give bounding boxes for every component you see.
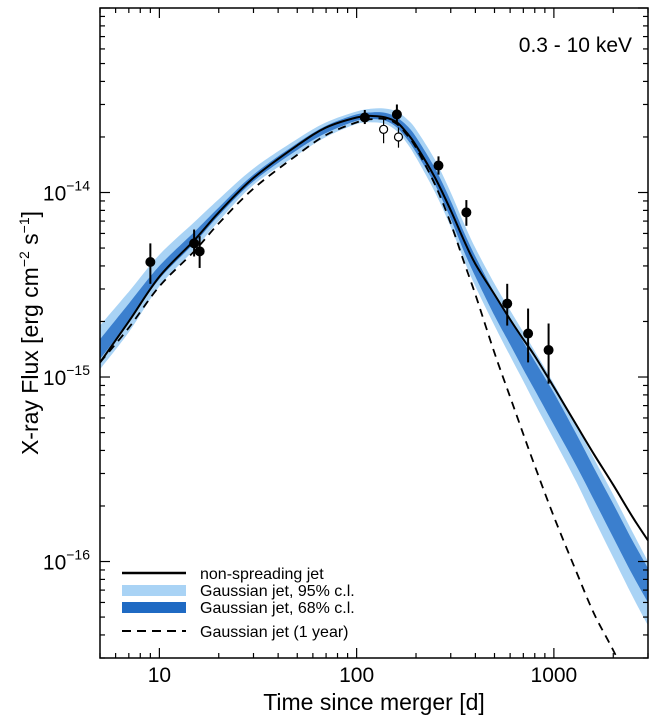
- svg-text:Gaussian jet, 68% c.l.: Gaussian jet, 68% c.l.: [200, 600, 355, 617]
- detection-point-3: [359, 112, 370, 123]
- open-point-1: [393, 132, 404, 142]
- legend-entry-gaussian-1year: Gaussian jet (1 year): [122, 624, 349, 641]
- axis-ticks: [99, 7, 649, 659]
- detection-point-2: [194, 246, 205, 257]
- detection-point-4: [391, 109, 402, 120]
- x-axis-label: Time since merger [d]: [263, 689, 485, 715]
- svg-text:non-spreading jet: non-spreading jet: [200, 566, 324, 583]
- detection-point-6: [461, 207, 472, 218]
- legend-entry-non-spreading-jet: non-spreading jet: [122, 566, 324, 583]
- gaussian-jet-95-band: [100, 108, 648, 626]
- gaussian-jet-68-band: [100, 112, 648, 603]
- plot-frame: [99, 7, 649, 659]
- detection-point-1: [189, 238, 200, 249]
- plot-area: [100, 104, 648, 658]
- x-tick-label-2: 1000: [531, 664, 578, 687]
- x-tick-label-1: 100: [339, 664, 374, 687]
- data-points: [145, 104, 554, 384]
- y-tick-label-1: 10−15: [43, 362, 90, 390]
- detection-point-9: [543, 345, 554, 356]
- energy-band-annotation: 0.3 - 10 keV: [519, 34, 632, 57]
- open-point-0: [379, 124, 389, 134]
- legend-entry-gaussian-68: Gaussian jet, 68% c.l.: [122, 600, 355, 617]
- svg-text:Gaussian jet (1 year): Gaussian jet (1 year): [200, 624, 349, 641]
- detection-point-5: [433, 160, 444, 171]
- detection-point-8: [523, 328, 534, 339]
- y-axis-label: X-ray Flux [erg cm−2 s−1]: [16, 211, 43, 455]
- legend-entry-gaussian-95: Gaussian jet, 95% c.l.: [122, 583, 355, 600]
- x-tick-label-0: 10: [148, 664, 171, 687]
- y-tick-labels: 10−16 10−15 10−14: [43, 178, 90, 575]
- detection-point-7: [502, 298, 513, 309]
- svg-text:Gaussian jet, 95% c.l.: Gaussian jet, 95% c.l.: [200, 583, 355, 600]
- y-tick-label-0: 10−16: [43, 547, 90, 575]
- non-spreading-jet-line: [100, 114, 648, 542]
- x-tick-labels: 10 100 1000: [148, 664, 578, 687]
- legend: non-spreading jet Gaussian jet, 95% c.l.…: [122, 566, 355, 641]
- detection-point-0: [145, 257, 156, 268]
- y-tick-label-2: 10−14: [43, 178, 90, 206]
